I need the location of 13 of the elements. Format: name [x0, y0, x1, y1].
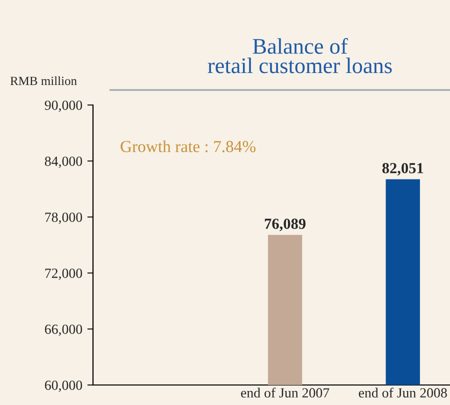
y-tick-label: 84,000 — [44, 156, 82, 168]
y-tick-label: 78,000 — [45, 212, 82, 224]
y-axis-title: RMB million — [10, 76, 77, 86]
chart-title: Balance of retail customer loans — [208, 38, 392, 74]
x-tick-label: end of Jun 2008 — [358, 388, 447, 398]
y-tick-label: 66,000 — [44, 324, 82, 336]
y-tick-label: 90,000 — [44, 100, 82, 112]
data-label: 82,051 — [382, 163, 424, 176]
y-tick-label: 60,000 — [44, 380, 82, 392]
x-tick-label: end of Jun 2007 — [241, 388, 330, 398]
data-label: 76,089 — [264, 218, 306, 232]
annotation: Growth rate : 7.84% — [120, 140, 256, 152]
y-tick-label: 72,000 — [45, 268, 82, 280]
